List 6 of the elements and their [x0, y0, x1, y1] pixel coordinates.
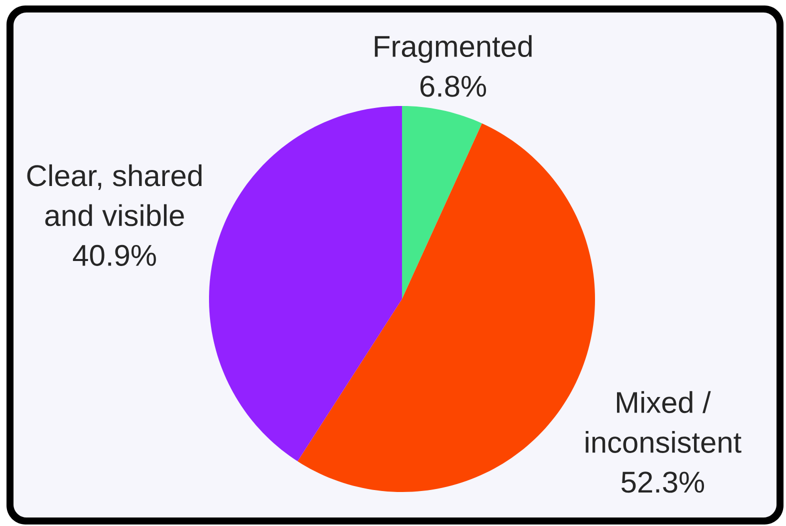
data-label: 6.8%	[420, 76, 486, 97]
slice-label: Mixed / inconsistent	[586, 391, 742, 453]
data-label: 52.3%	[622, 472, 704, 493]
slice-label: Fragmented	[374, 35, 532, 63]
data-label: 40.9%	[72, 244, 156, 266]
slice-label: Clear, shared and visible	[27, 164, 202, 226]
